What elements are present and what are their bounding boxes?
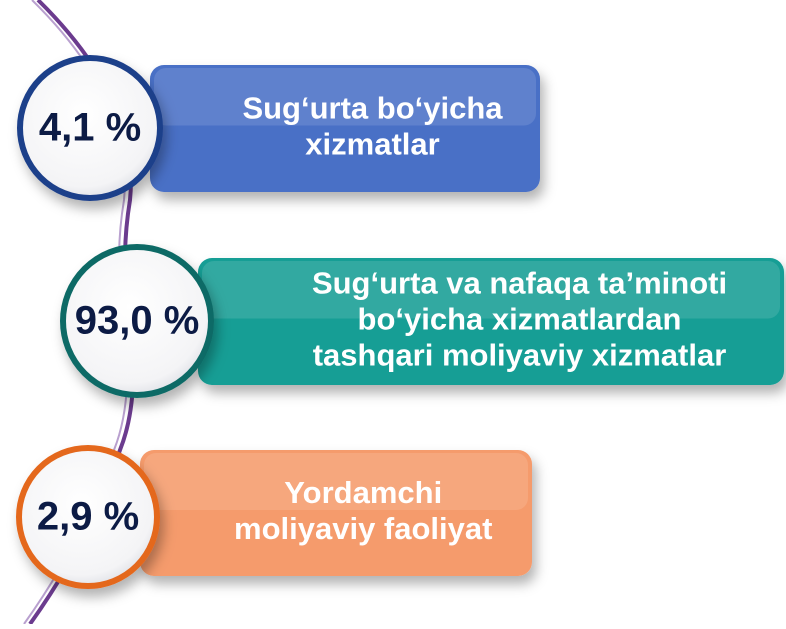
label-box-shine xyxy=(144,453,528,510)
label-line: Yordamchi xyxy=(284,475,442,510)
percent-circle xyxy=(17,55,163,201)
label-box xyxy=(140,450,532,576)
label-box-shine xyxy=(154,68,536,126)
percent-value: 4,1 % xyxy=(39,106,141,150)
label-line: bo‘yicha xizmatlardan xyxy=(358,302,682,337)
percent-value: 93,0 % xyxy=(75,299,200,343)
label-line: Sug‘urta bo‘yicha xyxy=(242,91,503,126)
label-box xyxy=(150,65,540,192)
label-box-shine xyxy=(202,261,780,319)
label-line: moliyaviy faoliyat xyxy=(234,511,492,546)
label-line: xizmatlar xyxy=(305,127,439,162)
label-line: tashqari moliyaviy xizmatlar xyxy=(313,338,727,373)
label-box xyxy=(198,258,784,385)
label-line: Sug‘urta va nafaqa ta’minoti xyxy=(312,266,727,301)
percent-circle xyxy=(16,445,160,589)
percent-value: 2,9 % xyxy=(37,495,139,539)
percent-circle xyxy=(60,244,214,398)
